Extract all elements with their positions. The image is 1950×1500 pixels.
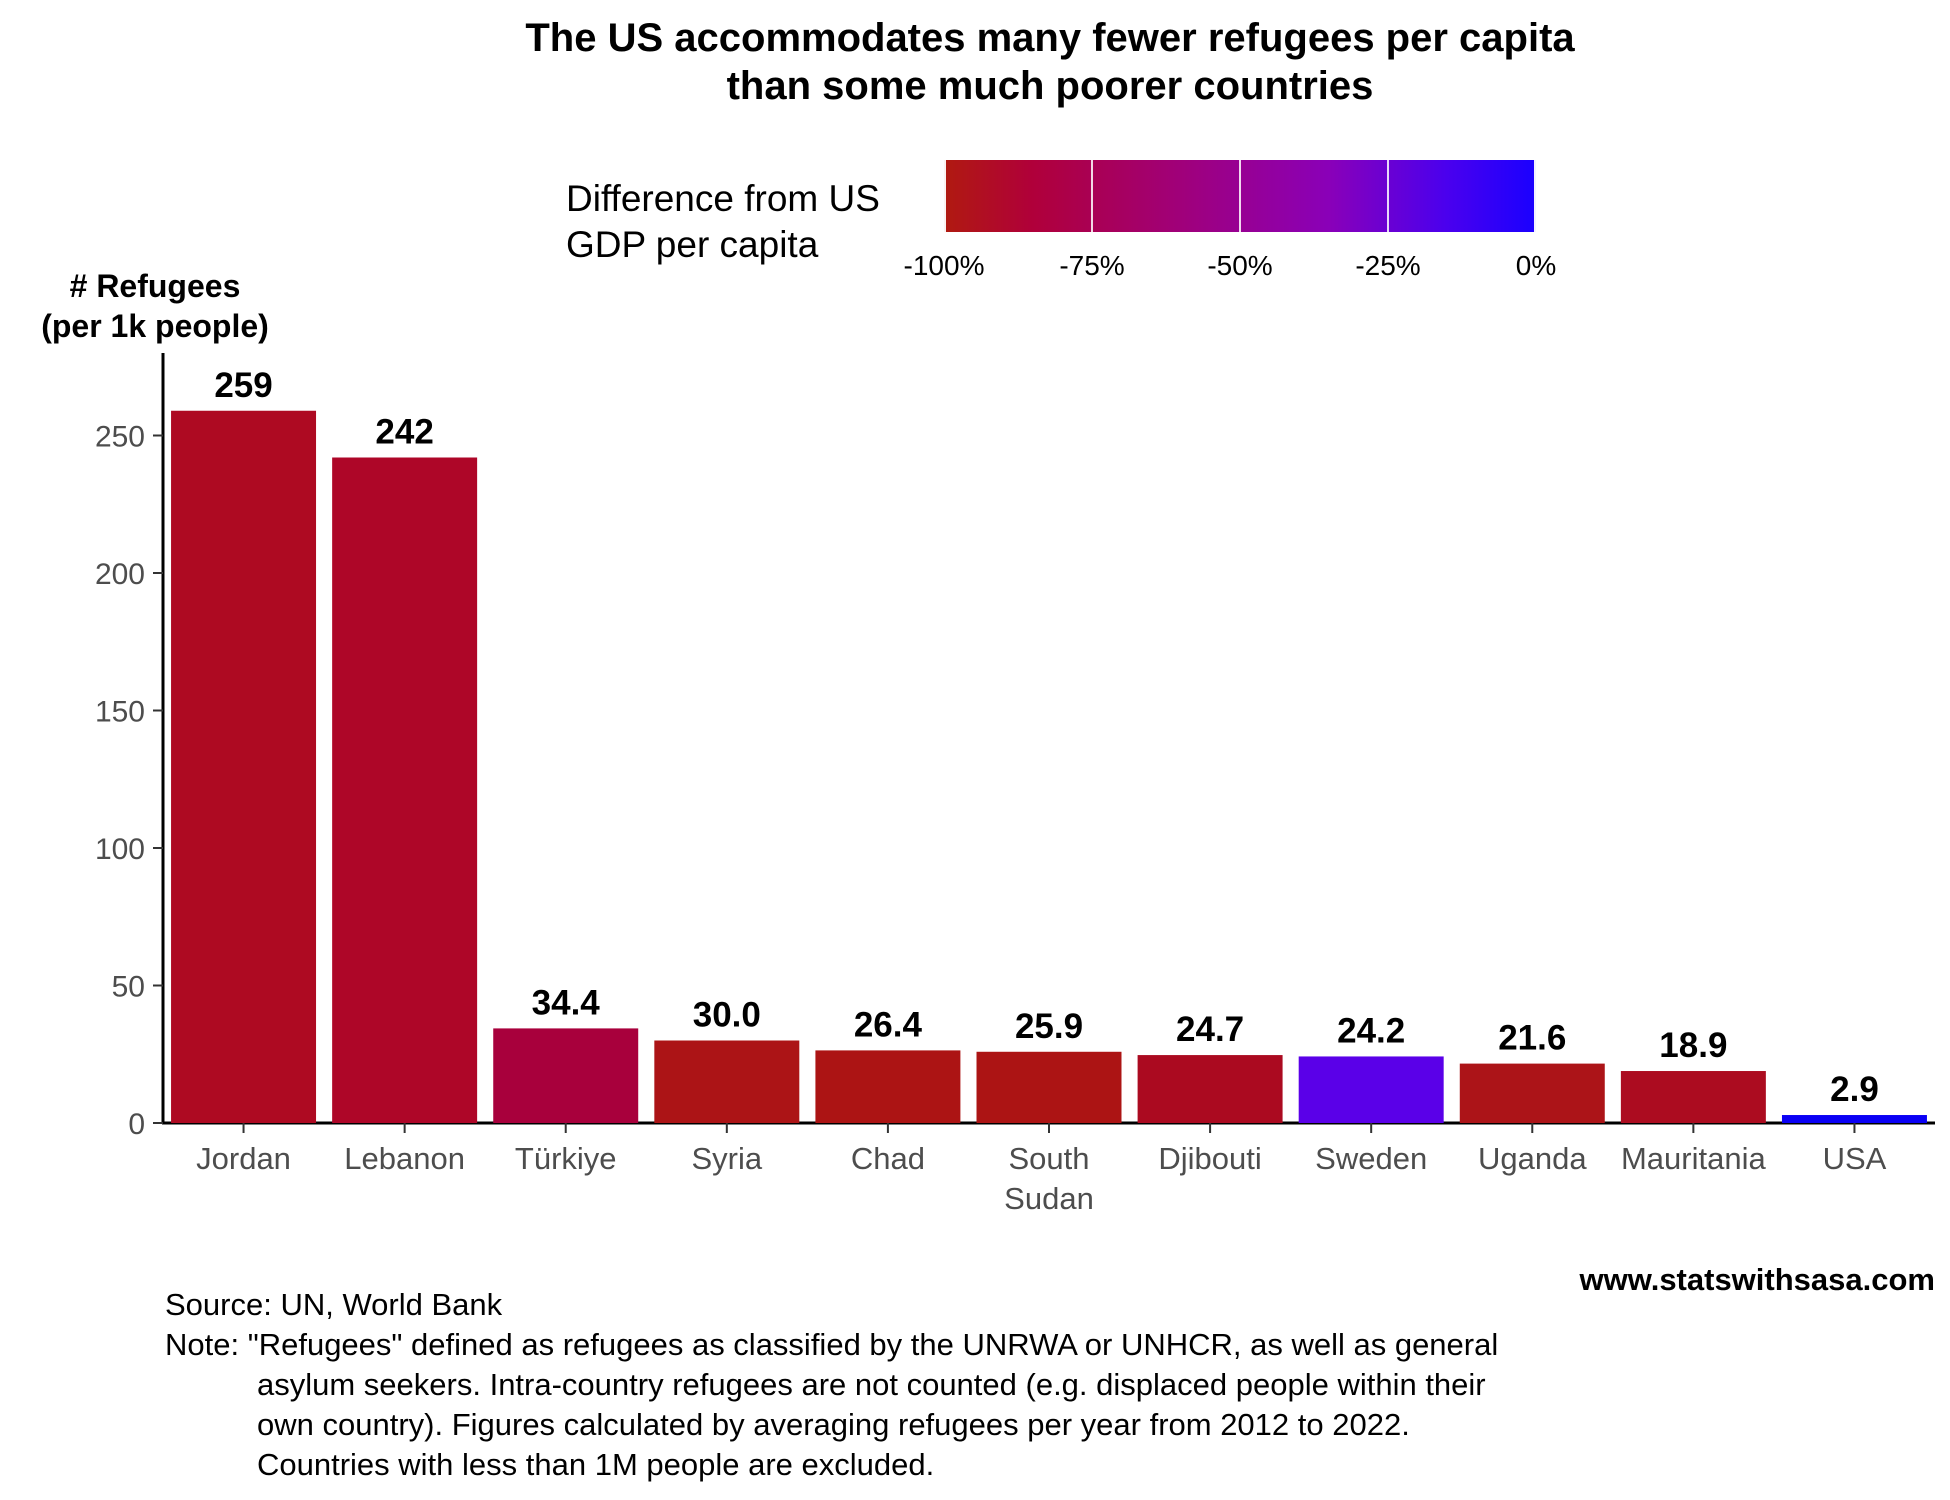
- bar-value-label: 24.7: [1176, 1010, 1244, 1049]
- legend-title: Difference from US GDP per capita: [566, 176, 880, 268]
- legend-title-line-1: Difference from US: [566, 178, 880, 219]
- x-tick-label: Jordan: [196, 1141, 291, 1176]
- y-tick-label: 0: [128, 1108, 145, 1141]
- y-tick-label: 100: [95, 833, 145, 866]
- x-tick-label: Djibouti: [1158, 1141, 1261, 1176]
- legend-colorbar: [944, 160, 1536, 232]
- y-tick-label: 250: [95, 421, 145, 454]
- y-tick-label: 200: [95, 558, 145, 591]
- footnote-line: asylum seekers. Intra-country refugees a…: [257, 1367, 1486, 1402]
- bar: [1781, 1115, 1927, 1123]
- footnote-line: own country). Figures calculated by aver…: [257, 1407, 1410, 1442]
- chart-title: The US accommodates many fewer refugees …: [0, 14, 1950, 110]
- colorbar-label: -75%: [1059, 250, 1125, 281]
- colorbar-label: -100%: [903, 250, 985, 281]
- bar: [332, 457, 478, 1123]
- colorbar-tick: [1534, 160, 1536, 232]
- x-tick-label: Syria: [691, 1141, 762, 1176]
- footnote-line: Countries with less than 1M people are e…: [257, 1447, 935, 1482]
- bar-value-label: 24.2: [1337, 1011, 1405, 1050]
- bar-value-label: 26.4: [854, 1005, 923, 1044]
- bar: [1137, 1055, 1283, 1123]
- colorbar-tick: [1091, 160, 1093, 232]
- colorbar-tick: [1239, 160, 1241, 232]
- y-axis-title-line-2: (per 1k people): [41, 308, 269, 344]
- bar: [1459, 1063, 1605, 1123]
- x-tick-label: USA: [1823, 1141, 1887, 1176]
- title-line-2: than some much poorer countries: [726, 64, 1374, 108]
- y-tick-label: 150: [95, 696, 145, 729]
- bar-value-label: 21.6: [1498, 1019, 1566, 1058]
- bar-value-label: 242: [375, 413, 433, 452]
- x-tick-label: Chad: [851, 1141, 925, 1176]
- footnote-lead: Note: "Refugees" defined as refugees as …: [165, 1327, 1499, 1362]
- x-tick-label: Mauritania: [1621, 1141, 1766, 1176]
- colorbar-tick: [1387, 160, 1389, 232]
- footnote: Note: "Refugees" defined as refugees as …: [165, 1325, 1765, 1485]
- bar: [976, 1051, 1122, 1123]
- bar-value-label: 25.9: [1015, 1007, 1083, 1046]
- title-line-1: The US accommodates many fewer refugees …: [525, 16, 1575, 60]
- y-axis-title: # Refugees (per 1k people): [0, 266, 310, 346]
- bar: [493, 1028, 639, 1123]
- y-tick-label: 50: [112, 971, 145, 1004]
- website-credit: www.statswithsasa.com: [1579, 1262, 1935, 1297]
- bar-value-label: 2.9: [1830, 1070, 1879, 1109]
- x-tick-label: Sweden: [1315, 1141, 1427, 1176]
- bar-value-label: 259: [214, 366, 272, 405]
- bar-value-label: 18.9: [1659, 1026, 1727, 1065]
- colorbar-label: -25%: [1355, 250, 1421, 281]
- bar-value-label: 34.4: [532, 983, 601, 1022]
- bar: [654, 1040, 800, 1123]
- x-tick-label: Türkiye: [515, 1141, 617, 1176]
- bar: [1298, 1056, 1444, 1123]
- colorbar-label: 0%: [1515, 250, 1557, 281]
- bar: [171, 410, 317, 1123]
- colorbar-tick: [944, 160, 946, 232]
- bar: [1620, 1071, 1766, 1123]
- bar-value-label: 30.0: [693, 996, 761, 1035]
- colorbar-label: -50%: [1207, 250, 1273, 281]
- x-tick-label: Uganda: [1478, 1141, 1587, 1176]
- source-note: Source: UN, World Bank: [165, 1287, 503, 1322]
- x-tick-label: South Sudan: [1004, 1141, 1094, 1216]
- x-tick-label: Lebanon: [344, 1141, 465, 1176]
- bar: [815, 1050, 961, 1123]
- y-axis-title-line-1: # Refugees: [69, 268, 241, 304]
- legend-title-line-2: GDP per capita: [566, 224, 819, 265]
